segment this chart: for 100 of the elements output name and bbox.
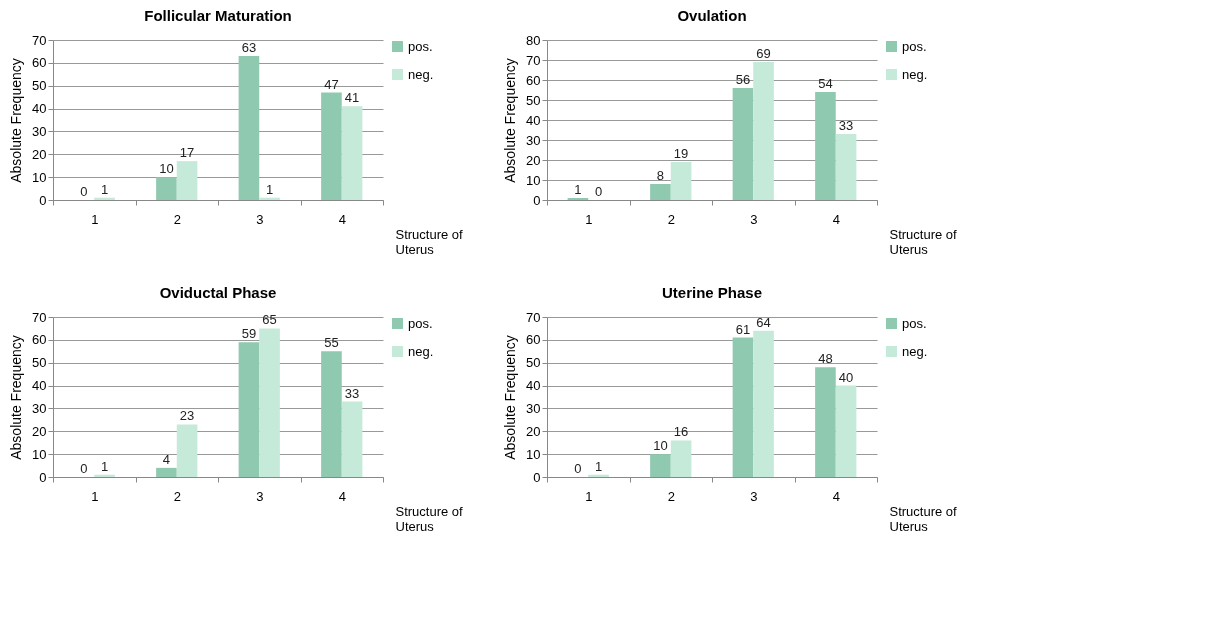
legend-label: pos. [902,315,927,331]
data-label: 1 [574,182,582,197]
x-tick-label: 4 [832,211,840,227]
y-tick-label: 10 [526,172,541,188]
y-tick-label: 60 [526,72,541,88]
data-label: 55 [324,335,339,351]
legend-label: pos. [408,38,433,54]
x-tick-label: 2 [173,488,181,504]
y-tick-label: 0 [39,192,47,208]
x-tick-label: 1 [91,488,99,504]
x-tick-label: 2 [667,488,675,504]
bar [815,367,836,477]
legend-label: pos. [408,315,433,331]
x-tick-label: 4 [832,488,840,504]
data-label: 63 [241,40,257,55]
data-label: 56 [735,72,751,87]
bar [835,134,857,200]
bar [341,106,363,200]
data-label: 1 [100,458,109,474]
data-label: 17 [179,145,195,161]
y-tick-label: 20 [526,423,541,439]
data-label: 16 [673,424,689,440]
y-tick-label: 30 [32,400,47,416]
y-tick-label: 30 [32,123,47,139]
data-label: 65 [262,312,277,328]
chart-title: Uterine Phase [661,284,763,301]
y-tick-label: 30 [526,132,541,148]
data-label: 19 [673,146,689,161]
bar [670,440,692,477]
data-label: 0 [574,461,582,476]
y-tick-label: 80 [526,32,541,48]
y-tick-label: 70 [526,309,541,325]
data-label: 40 [838,369,854,385]
bar [238,342,260,477]
y-tick-label: 0 [533,192,541,208]
bar [732,88,754,200]
legend-label: neg. [902,343,928,359]
chart-title: Oviductal Phase [159,284,277,301]
data-label: 0 [594,184,603,199]
y-tick-label: 30 [526,400,541,416]
bar [238,56,260,200]
bar [650,454,671,477]
y-tick-label: 10 [526,446,541,462]
bar [321,92,342,200]
data-label: 4 [162,451,171,467]
y-tick-label: 20 [32,423,47,439]
data-label: 33 [344,385,360,401]
legend-label: pos. [902,38,927,54]
data-label: 64 [756,314,771,330]
legend-label: neg. [902,66,928,82]
y-tick-label: 50 [526,92,541,108]
data-label: 23 [179,408,195,424]
y-tick-label: 0 [39,469,47,485]
x-tick-label: 1 [91,211,99,227]
data-label: 47 [324,76,339,92]
y-tick-label: 20 [526,152,541,168]
x-tick-label: 3 [750,211,758,227]
bar [650,184,671,200]
y-tick-label: 50 [32,355,47,371]
data-label: 1 [594,458,603,474]
y-tick-label: 60 [526,332,541,348]
y-tick-label: 20 [32,146,47,162]
y-tick-label: 50 [32,78,47,94]
chart-title: Ovulation [677,7,747,24]
bar [259,328,280,477]
x-tick-label: 4 [338,488,346,504]
data-label: 41 [344,90,360,106]
y-tick-label: 40 [526,378,541,394]
data-label: 10 [653,438,668,454]
x-axis-title: Structure of Uterus [395,503,464,534]
x-tick-label: 4 [338,211,346,227]
y-tick-label: 10 [32,446,47,462]
chart-title: Follicular Maturation [144,7,292,24]
x-tick-label: 1 [585,211,593,227]
data-label: 0 [80,184,88,199]
bar [670,162,692,200]
data-label: 1 [265,181,274,197]
y-tick-label: 40 [526,112,541,128]
x-axis-title: Structure of Uterus [889,226,958,257]
bar [732,337,754,477]
data-label: 0 [80,461,88,476]
y-tick-label: 70 [526,52,541,68]
y-axis-title: Absolute Frequency [8,335,25,460]
x-axis-title: Structure of Uterus [395,226,464,257]
bar [815,92,836,200]
data-label: 1 [100,181,109,197]
bar [341,401,363,477]
y-axis-title: Absolute Frequency [502,58,519,183]
y-tick-label: 0 [533,469,541,485]
x-tick-label: 3 [256,211,264,227]
y-tick-label: 10 [32,169,47,185]
bar [753,330,774,477]
data-label: 10 [159,161,174,177]
data-label: 33 [838,118,854,133]
data-label: 8 [656,168,665,183]
bar [753,62,774,200]
x-tick-label: 2 [667,211,675,227]
x-tick-label: 3 [750,488,758,504]
y-tick-label: 60 [32,332,47,348]
y-tick-label: 70 [32,32,47,48]
